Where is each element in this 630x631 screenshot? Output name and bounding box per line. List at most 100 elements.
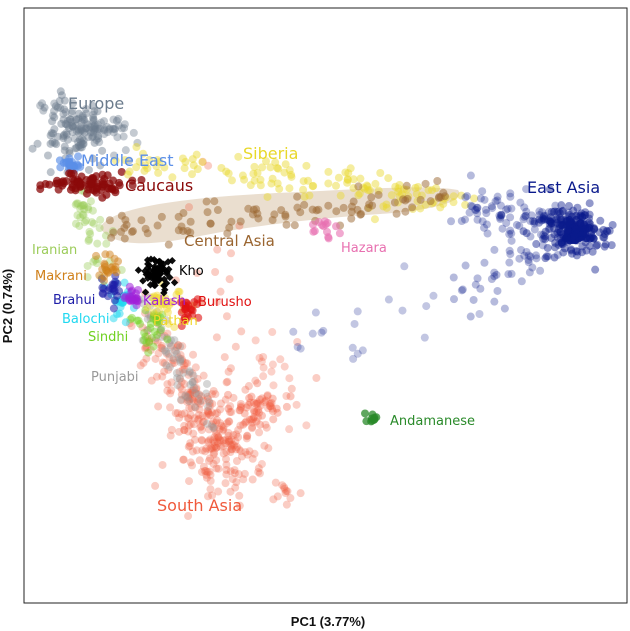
europe-point <box>120 120 129 129</box>
south-asia-point <box>235 491 244 500</box>
south-asia-point <box>209 450 218 459</box>
south-asia-point <box>180 421 189 430</box>
east-asia-point <box>553 215 562 224</box>
europe-point <box>95 124 104 133</box>
south-asia-point <box>170 346 179 355</box>
south-asia-point <box>232 456 241 465</box>
east-asia-point <box>551 201 560 210</box>
south-asia-point <box>194 410 203 419</box>
europe-point <box>57 91 66 100</box>
punjabi-point <box>164 349 173 358</box>
south-asia-point <box>177 355 186 364</box>
siberia-point <box>336 191 345 200</box>
europe-point <box>88 101 97 110</box>
east-asia-point <box>541 227 550 236</box>
central-asia-point <box>227 217 236 226</box>
punjabi-point <box>185 367 194 376</box>
siberia-point <box>181 157 190 166</box>
siberia-point <box>424 186 433 195</box>
south-asia-point <box>255 353 264 362</box>
south-asia-point <box>245 415 254 424</box>
iranian-point <box>87 218 96 227</box>
makrani-point <box>112 268 121 277</box>
east-asia-point <box>550 219 559 228</box>
siberia-point <box>145 155 154 164</box>
europe-point <box>59 134 68 143</box>
south-asia-point <box>224 428 233 437</box>
south-asia-point <box>175 367 184 376</box>
south-asia-point <box>145 337 154 346</box>
hazara-point <box>308 220 317 229</box>
east-asia-point <box>556 209 565 218</box>
hazara-point <box>335 229 344 238</box>
siberia-point <box>234 152 243 161</box>
east-asia-point <box>522 185 531 194</box>
europe-point <box>68 121 77 130</box>
south-asia-point <box>186 458 195 467</box>
south-asia-point <box>256 395 265 404</box>
south-asia-point <box>296 489 305 498</box>
europe-point <box>117 124 126 133</box>
south-asia-point <box>222 378 231 387</box>
south-asia-point <box>165 353 174 362</box>
siberia-point <box>376 168 385 177</box>
south-asia-point <box>222 312 231 321</box>
east-asia-point <box>572 247 581 256</box>
south-asia-point <box>273 408 282 417</box>
punjabi-point <box>181 391 190 400</box>
siberia-point <box>224 169 233 178</box>
south-asia-point <box>286 494 295 503</box>
europe-point <box>120 124 129 133</box>
punjabi-point <box>152 307 161 316</box>
kho-point <box>139 277 147 285</box>
central-asia-point <box>213 206 222 215</box>
east-asia-point <box>496 213 505 222</box>
east-asia-point <box>530 225 539 234</box>
south-asia-point <box>175 427 184 436</box>
south-asia-point <box>185 395 194 404</box>
europe-point <box>47 129 56 138</box>
pathan-point <box>154 306 163 315</box>
south-asia-point <box>276 355 285 364</box>
south-asia-point <box>204 408 213 417</box>
east-asia-point <box>526 252 535 261</box>
east-asia-point <box>538 241 547 250</box>
siberia-point <box>384 174 393 183</box>
sindhi-point <box>156 325 165 334</box>
kho-point <box>134 266 143 274</box>
iranian-point <box>96 215 105 224</box>
burusho-point <box>184 301 193 310</box>
punjabi-point <box>203 379 212 388</box>
siberia-point <box>356 174 365 183</box>
east-asia-point <box>547 233 556 242</box>
south-asia-point <box>141 309 150 318</box>
south-asia-point <box>226 440 235 449</box>
south-asia-point <box>224 404 233 413</box>
south-asia-point <box>282 487 291 496</box>
east-asia-point <box>544 225 553 234</box>
kalash-point <box>133 297 142 306</box>
europe-point <box>55 97 64 106</box>
east-asia-point <box>505 230 514 239</box>
east-asia-point <box>457 216 466 225</box>
europe-point <box>93 107 102 116</box>
south-asia-point <box>268 328 277 337</box>
europe-point <box>95 138 104 147</box>
south-asia-point <box>208 491 217 500</box>
east-asia-point <box>564 202 573 211</box>
east-asia-point <box>525 268 534 277</box>
south-asia-point <box>222 470 231 479</box>
south-asia-point <box>253 379 262 388</box>
east-asia-point <box>521 211 530 220</box>
south-asia-point <box>210 425 219 434</box>
south-asia-point <box>185 477 194 486</box>
south-asia-point <box>160 359 169 368</box>
punjabi-point <box>196 396 205 405</box>
siberia-point <box>343 175 352 184</box>
east-asia-point <box>502 205 511 214</box>
europe-point <box>46 168 55 177</box>
east-asia-point <box>541 254 550 263</box>
south-asia-point <box>235 445 244 454</box>
south-asia-point <box>226 448 235 457</box>
europe-point <box>60 130 69 139</box>
